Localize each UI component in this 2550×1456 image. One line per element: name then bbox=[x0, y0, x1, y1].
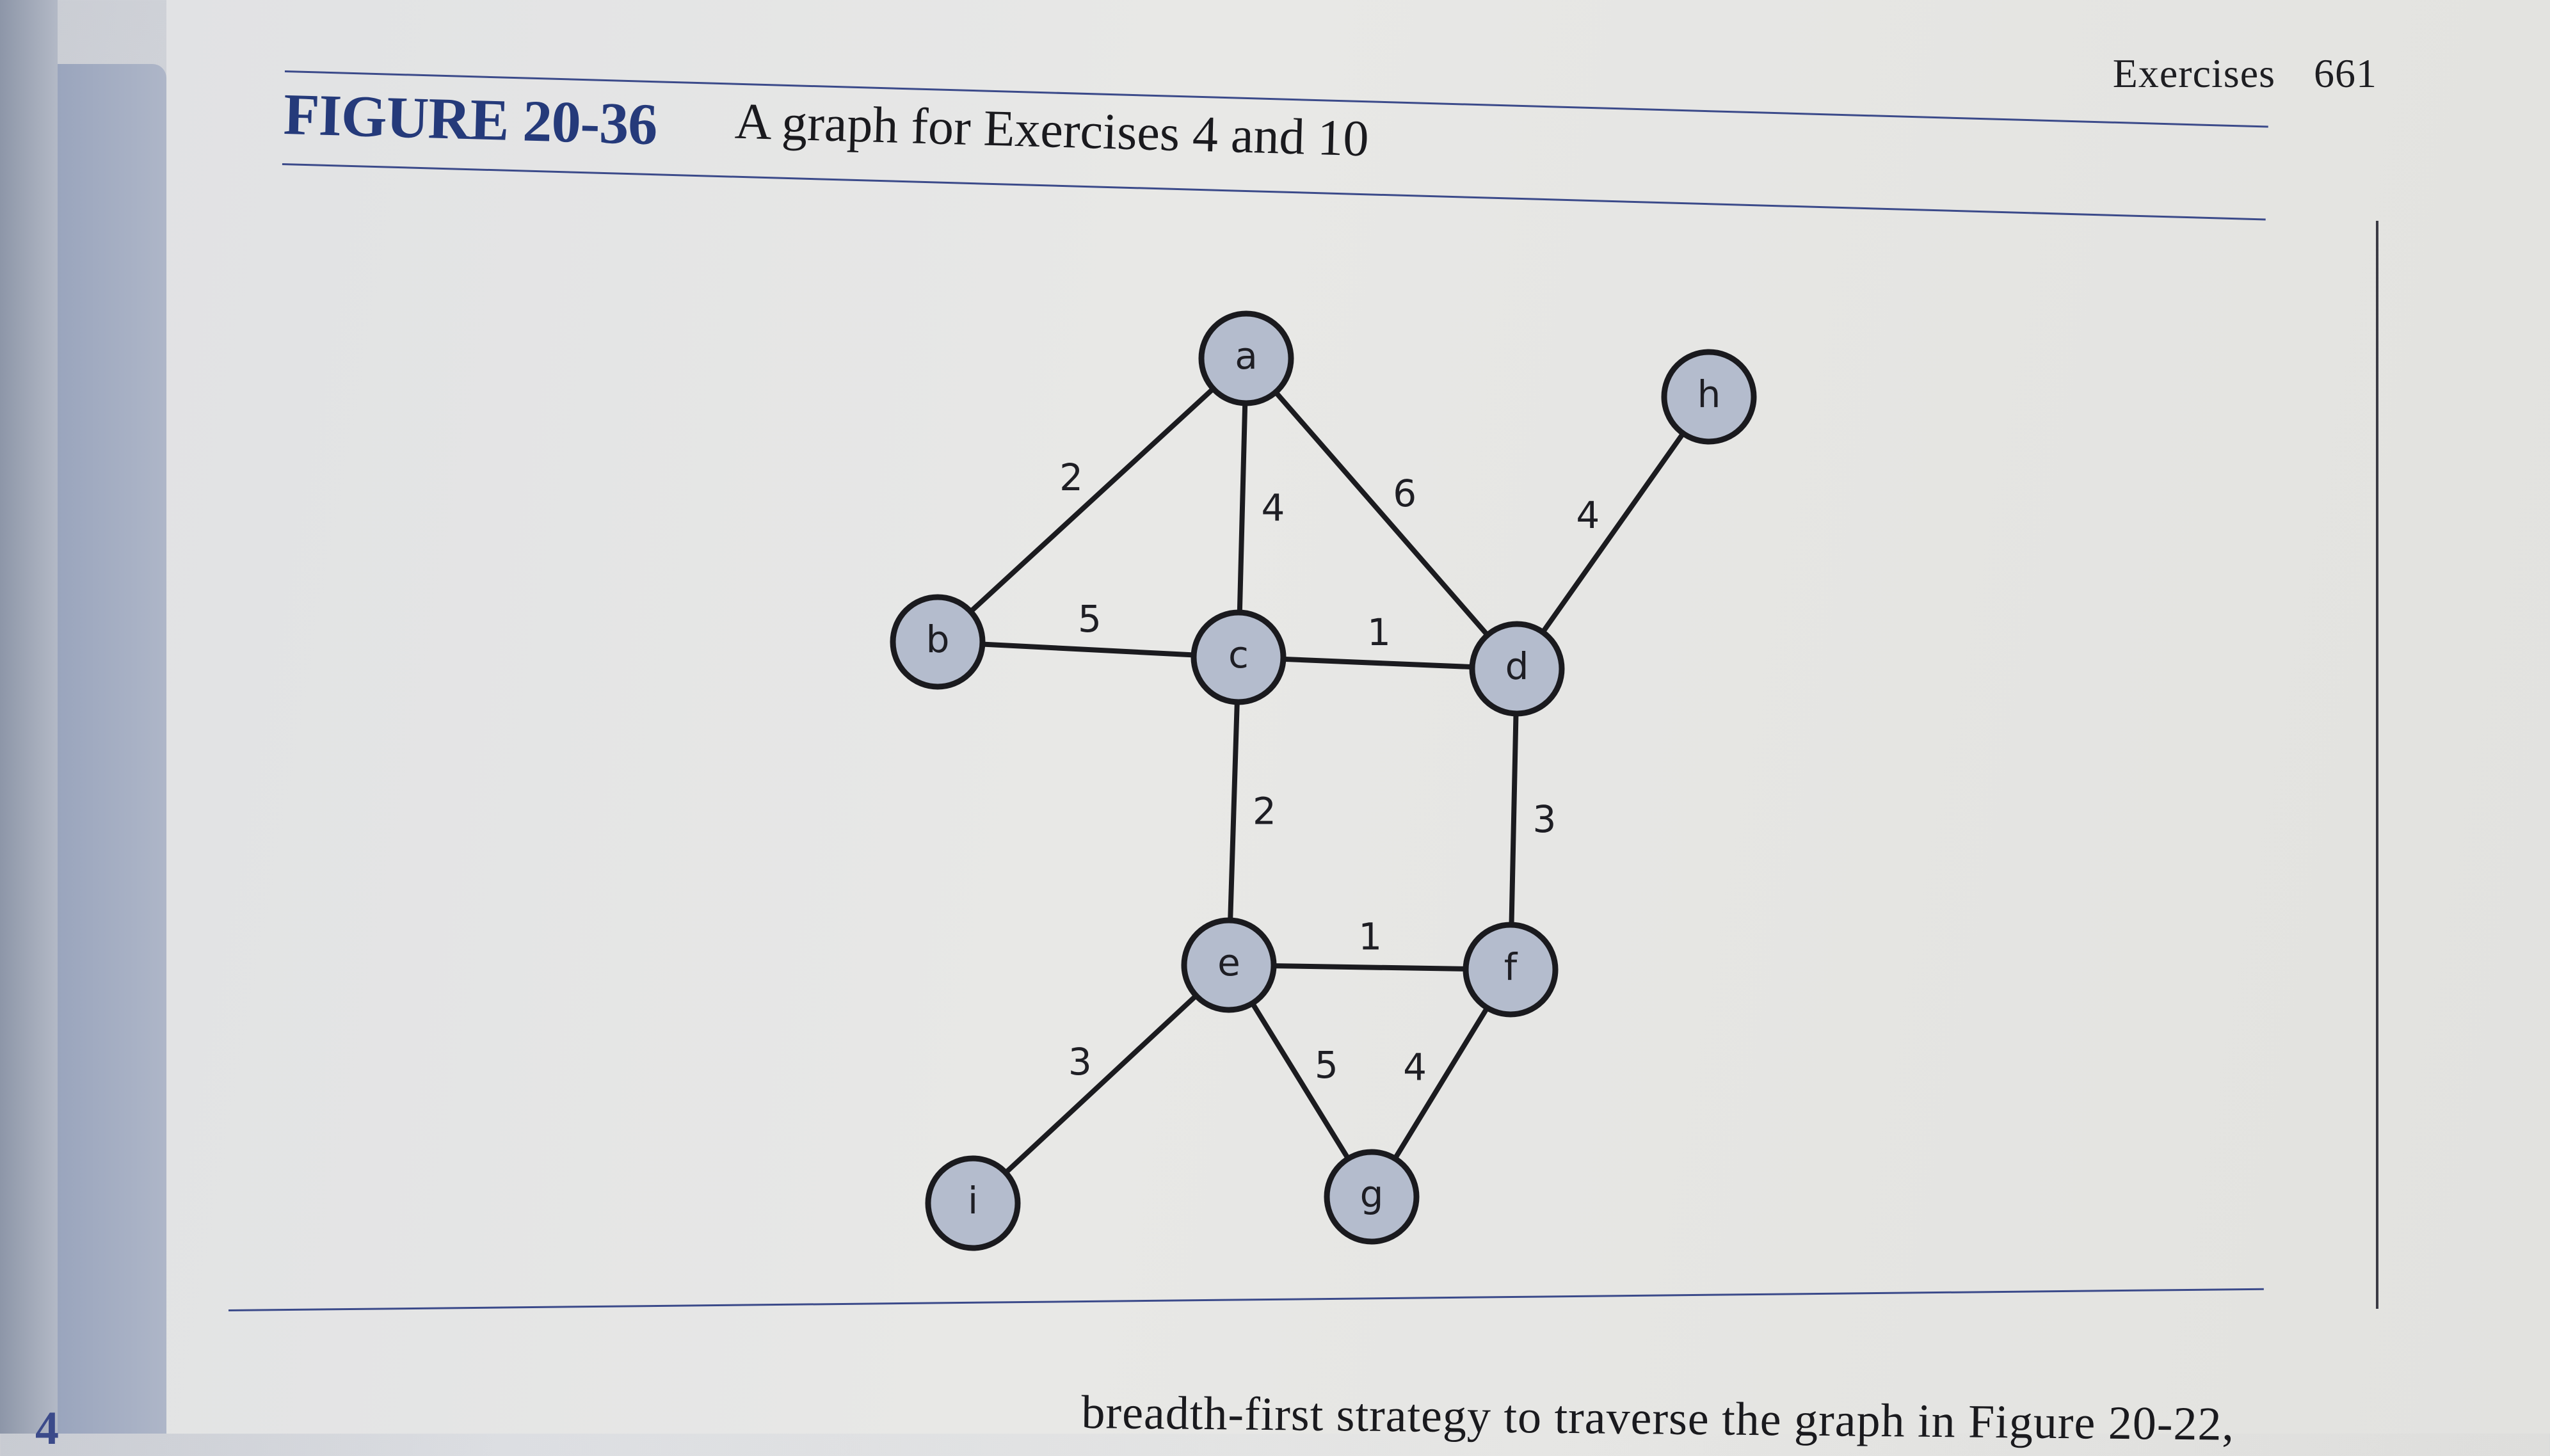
running-head-section: Exercises bbox=[2112, 51, 2275, 96]
edge-weight-e-f: 1 bbox=[1358, 915, 1382, 959]
node-circle-h bbox=[1661, 349, 1757, 445]
node-i: i bbox=[925, 1155, 1021, 1251]
edge-weight-e-g: 5 bbox=[1315, 1043, 1338, 1087]
node-h: h bbox=[1661, 349, 1757, 445]
edge-d-f bbox=[1508, 668, 1520, 970]
node-label-c: c bbox=[1228, 633, 1249, 676]
figure-right-rule bbox=[2376, 221, 2378, 1309]
edge-weight-a-b: 2 bbox=[1059, 456, 1083, 499]
edge-weight-c-e: 2 bbox=[1253, 790, 1276, 833]
node-label-h: h bbox=[1697, 372, 1721, 416]
exercise-marker: 4 bbox=[35, 1402, 59, 1455]
node-f: f bbox=[1463, 922, 1559, 1018]
edge-e-i bbox=[971, 963, 1231, 1205]
edge-a-d bbox=[1244, 356, 1520, 671]
node-circle-g bbox=[1324, 1149, 1420, 1245]
body-text: breadth-first strategy to traverse the g… bbox=[1081, 1386, 2235, 1451]
node-layer: a b c d e f g h i bbox=[890, 310, 1757, 1251]
node-label-d: d bbox=[1505, 644, 1529, 688]
edge-a-c bbox=[1236, 358, 1249, 658]
node-label-a: a bbox=[1235, 334, 1258, 378]
edge-weight-e-i: 3 bbox=[1068, 1040, 1092, 1084]
edge-weight-c-d: 1 bbox=[1367, 611, 1391, 654]
book-spine bbox=[0, 0, 58, 1434]
node-circle-a bbox=[1198, 310, 1294, 406]
edge-weight-d-f: 3 bbox=[1533, 797, 1557, 841]
node-g: g bbox=[1324, 1149, 1420, 1245]
edge-a-b bbox=[936, 356, 1248, 644]
node-circle-e bbox=[1181, 917, 1277, 1013]
node-circle-d bbox=[1469, 621, 1565, 717]
node-c: c bbox=[1191, 609, 1287, 705]
edge-weight-b-c: 5 bbox=[1078, 597, 1102, 641]
node-d: d bbox=[1469, 621, 1565, 717]
edge-weight-f-g: 4 bbox=[1403, 1045, 1427, 1089]
edge-weight-a-d: 6 bbox=[1393, 472, 1416, 515]
node-circle-c bbox=[1191, 609, 1287, 705]
node-a: a bbox=[1198, 310, 1294, 406]
edge-b-c bbox=[937, 639, 1239, 660]
edge-weight-a-c: 4 bbox=[1262, 486, 1285, 530]
running-head: Exercises 661 bbox=[2113, 50, 2377, 97]
node-circle-b bbox=[890, 594, 986, 690]
node-label-i: i bbox=[968, 1179, 978, 1222]
edge-weight-d-h: 4 bbox=[1576, 493, 1600, 537]
chapter-tab-strip bbox=[58, 64, 166, 1434]
node-circle-i bbox=[925, 1155, 1021, 1251]
node-e: e bbox=[1181, 917, 1277, 1013]
node-circle-f bbox=[1463, 922, 1559, 1018]
node-label-e: e bbox=[1217, 941, 1240, 984]
node-b: b bbox=[890, 594, 986, 690]
edge-d-h bbox=[1514, 395, 1712, 671]
node-label-b: b bbox=[926, 618, 950, 661]
weight-layer: 2 4 6 5 1 4 2 3 1 3 5 4 bbox=[1059, 456, 1600, 1089]
page-number: 661 bbox=[2314, 51, 2377, 96]
node-label-f: f bbox=[1504, 945, 1518, 989]
node-label-g: g bbox=[1360, 1172, 1384, 1216]
edge-c-e bbox=[1226, 657, 1241, 966]
